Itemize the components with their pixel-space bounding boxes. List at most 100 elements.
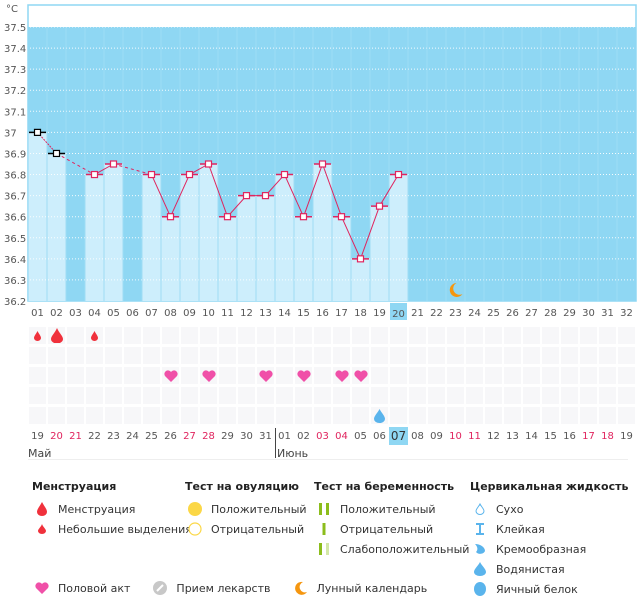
calendar-cell[interactable] bbox=[257, 387, 274, 404]
calendar-cell[interactable] bbox=[276, 367, 293, 384]
calendar-cell[interactable] bbox=[542, 347, 559, 364]
calendar-cell[interactable] bbox=[238, 327, 255, 344]
calendar-cell[interactable] bbox=[371, 347, 388, 364]
calendar-cell[interactable] bbox=[67, 387, 84, 404]
calendar-cell[interactable] bbox=[238, 347, 255, 364]
calendar-cell[interactable] bbox=[48, 387, 65, 404]
calendar-cell[interactable] bbox=[333, 387, 350, 404]
calendar-cell[interactable] bbox=[162, 407, 179, 424]
calendar-cell[interactable] bbox=[200, 347, 217, 364]
calendar-cell[interactable] bbox=[105, 347, 122, 364]
calendar-cell[interactable] bbox=[143, 387, 160, 404]
calendar-cell[interactable] bbox=[200, 327, 217, 344]
calendar-cell[interactable] bbox=[485, 347, 502, 364]
calendar-cell[interactable] bbox=[124, 347, 141, 364]
calendar-cell[interactable] bbox=[314, 407, 331, 424]
calendar-cell[interactable] bbox=[390, 387, 407, 404]
calendar-cell[interactable] bbox=[143, 367, 160, 384]
calendar-cell[interactable] bbox=[162, 387, 179, 404]
calendar-cell[interactable] bbox=[523, 387, 540, 404]
calendar-cell[interactable] bbox=[618, 387, 635, 404]
calendar-cell[interactable] bbox=[599, 327, 616, 344]
calendar-cell[interactable] bbox=[466, 347, 483, 364]
calendar-cell[interactable] bbox=[428, 367, 445, 384]
calendar-cell[interactable] bbox=[409, 407, 426, 424]
calendar-cell[interactable] bbox=[314, 367, 331, 384]
calendar-cell[interactable] bbox=[504, 387, 521, 404]
calendar-cell[interactable] bbox=[599, 387, 616, 404]
calendar-cell[interactable] bbox=[504, 407, 521, 424]
calendar-cell[interactable] bbox=[504, 367, 521, 384]
calendar-cell[interactable] bbox=[124, 327, 141, 344]
calendar-cell[interactable] bbox=[447, 387, 464, 404]
calendar-cell[interactable] bbox=[257, 327, 274, 344]
calendar-cell[interactable] bbox=[219, 387, 236, 404]
calendar-cell[interactable] bbox=[295, 327, 312, 344]
calendar-cell[interactable] bbox=[561, 327, 578, 344]
calendar-cell[interactable] bbox=[257, 347, 274, 364]
calendar-cell[interactable] bbox=[390, 407, 407, 424]
calendar-cell[interactable] bbox=[580, 327, 597, 344]
calendar-cell[interactable] bbox=[143, 327, 160, 344]
calendar-cell[interactable] bbox=[409, 327, 426, 344]
calendar-cell[interactable] bbox=[523, 407, 540, 424]
calendar-cell[interactable] bbox=[409, 367, 426, 384]
calendar-cell[interactable] bbox=[580, 347, 597, 364]
calendar-cell[interactable] bbox=[485, 407, 502, 424]
calendar-cell[interactable] bbox=[352, 347, 369, 364]
calendar-cell[interactable] bbox=[219, 347, 236, 364]
calendar-cell[interactable] bbox=[314, 387, 331, 404]
calendar-cell[interactable] bbox=[29, 347, 46, 364]
calendar-cell[interactable] bbox=[67, 327, 84, 344]
calendar-cell[interactable] bbox=[181, 347, 198, 364]
calendar-cell[interactable] bbox=[447, 407, 464, 424]
calendar-cell[interactable] bbox=[181, 387, 198, 404]
calendar-cell[interactable] bbox=[580, 367, 597, 384]
calendar-cell[interactable] bbox=[618, 327, 635, 344]
calendar-cell[interactable] bbox=[124, 407, 141, 424]
calendar-cell[interactable] bbox=[542, 367, 559, 384]
calendar-cell[interactable] bbox=[447, 367, 464, 384]
calendar-cell[interactable] bbox=[428, 347, 445, 364]
calendar-cell[interactable] bbox=[105, 387, 122, 404]
calendar-cell[interactable] bbox=[162, 347, 179, 364]
calendar-cell[interactable] bbox=[143, 347, 160, 364]
calendar-cell[interactable] bbox=[333, 407, 350, 424]
calendar-cell[interactable] bbox=[542, 387, 559, 404]
calendar-cell[interactable] bbox=[390, 327, 407, 344]
calendar-cell[interactable] bbox=[352, 387, 369, 404]
calendar-cell[interactable] bbox=[580, 407, 597, 424]
calendar-cell[interactable] bbox=[295, 407, 312, 424]
calendar-cell[interactable] bbox=[599, 347, 616, 364]
calendar-cell[interactable] bbox=[542, 327, 559, 344]
calendar-cell[interactable] bbox=[371, 367, 388, 384]
calendar-cell[interactable] bbox=[86, 347, 103, 364]
calendar-cell[interactable] bbox=[105, 367, 122, 384]
calendar-cell[interactable] bbox=[618, 347, 635, 364]
calendar-cell[interactable] bbox=[561, 347, 578, 364]
calendar-cell[interactable] bbox=[48, 367, 65, 384]
calendar-cell[interactable] bbox=[86, 407, 103, 424]
calendar-cell[interactable] bbox=[219, 327, 236, 344]
calendar-cell[interactable] bbox=[314, 327, 331, 344]
calendar-cell[interactable] bbox=[447, 327, 464, 344]
calendar-cell[interactable] bbox=[200, 387, 217, 404]
calendar-cell[interactable] bbox=[428, 407, 445, 424]
calendar-cell[interactable] bbox=[466, 367, 483, 384]
calendar-cell[interactable] bbox=[352, 327, 369, 344]
calendar-cell[interactable] bbox=[485, 387, 502, 404]
calendar-cell[interactable] bbox=[181, 407, 198, 424]
calendar-cell[interactable] bbox=[29, 387, 46, 404]
calendar-cell[interactable] bbox=[314, 347, 331, 364]
calendar-cell[interactable] bbox=[181, 367, 198, 384]
calendar-cell[interactable] bbox=[124, 387, 141, 404]
calendar-cell[interactable] bbox=[523, 347, 540, 364]
calendar-cell[interactable] bbox=[295, 387, 312, 404]
calendar-cell[interactable] bbox=[219, 367, 236, 384]
calendar-cell[interactable] bbox=[86, 367, 103, 384]
calendar-cell[interactable] bbox=[333, 327, 350, 344]
calendar-cell[interactable] bbox=[200, 407, 217, 424]
calendar-cell[interactable] bbox=[276, 407, 293, 424]
calendar-cell[interactable] bbox=[29, 407, 46, 424]
calendar-cell[interactable] bbox=[447, 347, 464, 364]
